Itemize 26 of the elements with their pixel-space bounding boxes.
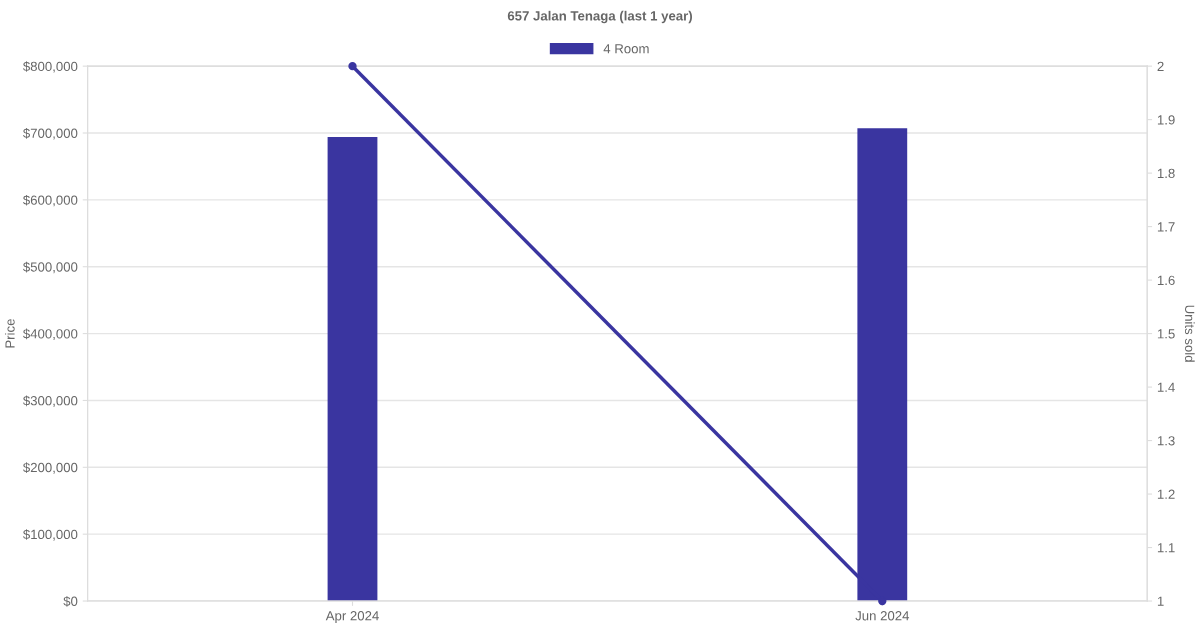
y2-tick-label: 1 (1157, 596, 1164, 606)
y-tick-label: $700,000 (22, 128, 78, 140)
y-tick-label: $500,000 (22, 261, 78, 274)
y2-tick-label: 1.3 (1157, 436, 1175, 446)
y2-axis-title: Units sold (1185, 305, 1195, 362)
chart-title: 657 Jalan Tenaga (last 1 year) (507, 10, 693, 24)
y-tick-label: $800,000 (22, 61, 78, 73)
y-tick-label: $300,000 (22, 395, 78, 407)
y2-tick-label: 1.7 (1157, 222, 1175, 232)
y-tick-label: $0 (63, 596, 78, 607)
y-tick-label: $600,000 (22, 194, 78, 207)
y2-tick-label: 1.1 (1157, 543, 1175, 553)
y-tick-label: $100,000 (22, 529, 78, 541)
y2-tick-label: 1.5 (1157, 329, 1175, 339)
y2-tick-label: 1.8 (1157, 168, 1175, 179)
y-tick-label: $400,000 (22, 328, 78, 341)
x-tick-label: Jun 2024 (855, 611, 910, 621)
legend-label: 4 Room (603, 44, 649, 54)
y-axis-title: Price (5, 319, 15, 348)
y2-tick-label: 1.9 (1157, 115, 1175, 125)
y2-tick-label: 1.6 (1157, 275, 1175, 286)
y2-tick-label: 1.4 (1157, 382, 1175, 392)
y-tick-label: $200,000 (22, 462, 78, 474)
y2-tick-label: 2 (1157, 61, 1164, 71)
x-tick-label: Apr 2024 (325, 611, 379, 624)
y2-tick-label: 1.2 (1157, 489, 1175, 499)
